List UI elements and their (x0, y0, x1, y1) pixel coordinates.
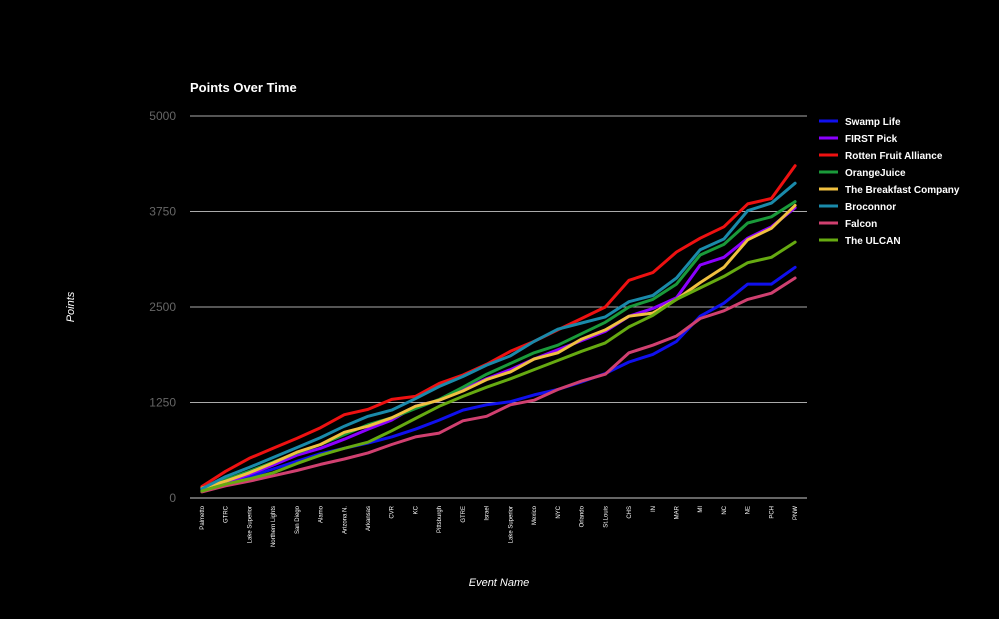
x-tick-label: NC (722, 505, 728, 514)
x-tick-label: Lake Superior (508, 506, 514, 543)
y-tick-label: 1250 (149, 396, 176, 410)
legend-label: Rotten Fruit Alliance (845, 151, 943, 162)
chart-title: Points Over Time (190, 80, 297, 95)
series-line-1 (200, 206, 797, 491)
y-tick-label: 3750 (149, 205, 176, 219)
x-tick-label: PCH (769, 506, 775, 519)
legend-label: Broconnor (845, 202, 896, 213)
x-axis-ticks: Palmetto GTRC Lake Superior Northern Lights… (200, 505, 799, 547)
x-tick-label: Palmetto (200, 505, 206, 529)
series-line-4 (200, 203, 797, 490)
legend: Swamp Life FIRST Pick Rotten Fruit Allianc… (819, 117, 960, 247)
series-line-2 (200, 164, 797, 488)
y-axis-label: Points (65, 291, 77, 322)
legend-label: FIRST Pick (845, 134, 898, 145)
x-tick-label: CHS (627, 506, 633, 519)
legend-label: Falcon (845, 219, 877, 230)
x-tick-label: MAR (674, 505, 680, 519)
legend-label: Swamp Life (845, 117, 901, 128)
y-axis-ticks: 0 1250 2500 3750 5000 (149, 109, 176, 505)
y-tick-label: 0 (169, 491, 176, 505)
x-tick-label: San Diego (295, 505, 301, 534)
x-tick-label: GTRC (224, 505, 230, 523)
series-lines (200, 164, 797, 494)
series-line-7 (200, 240, 797, 493)
x-tick-label: Orlando (580, 505, 586, 527)
x-tick-label: MI (698, 506, 704, 513)
x-tick-label: KC (413, 505, 419, 514)
gridlines (190, 115, 807, 499)
x-tick-label: St.Louis (603, 506, 609, 528)
x-tick-label: Arkansas (366, 506, 372, 531)
x-tick-label: Mexico (532, 505, 538, 525)
y-tick-label: 5000 (149, 109, 176, 123)
series-line-6 (200, 276, 797, 494)
x-tick-label: CVR (390, 505, 396, 518)
x-tick-label: GTRE (461, 506, 467, 523)
x-tick-label: Arizona N. (342, 506, 348, 534)
x-tick-label: Northern Lights (271, 506, 277, 547)
legend-label: The Breakfast Company (845, 185, 960, 196)
x-tick-label: Israel (485, 506, 491, 521)
x-tick-label: PNW (793, 506, 799, 520)
series-line-5 (200, 181, 797, 491)
x-axis-label: Event Name (469, 577, 530, 589)
x-tick-label: NYC (556, 505, 562, 518)
x-tick-label: Pittsburgh (437, 506, 443, 533)
x-tick-label: IN (651, 506, 657, 512)
y-tick-label: 2500 (149, 300, 176, 314)
legend-label: OrangeJuice (845, 168, 906, 179)
series-line-3 (200, 200, 797, 492)
x-tick-label: Lake Superior (247, 506, 253, 543)
x-tick-label: Alamo (319, 505, 325, 523)
legend-label: The ULCAN (845, 236, 901, 247)
x-tick-label: NE (746, 506, 752, 514)
